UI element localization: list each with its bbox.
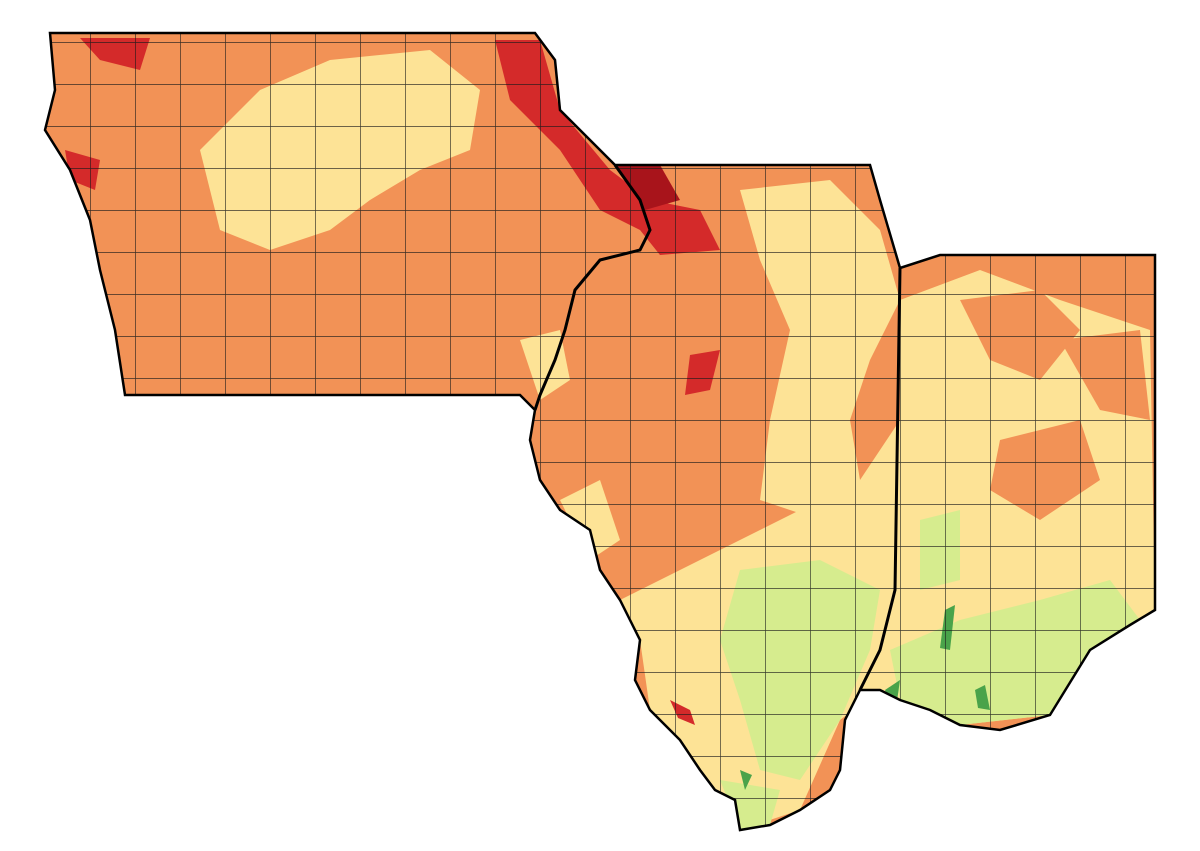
state-borders	[533, 164, 902, 691]
